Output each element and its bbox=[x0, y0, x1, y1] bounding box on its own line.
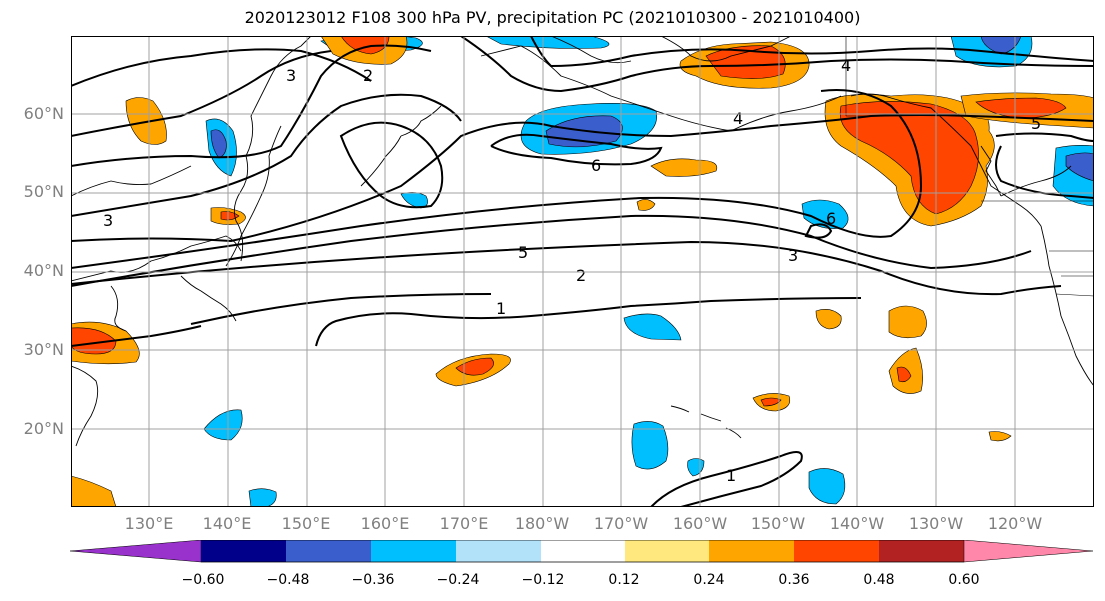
contour-label: 3 bbox=[103, 211, 113, 230]
colorbar-tick-label: −0.24 bbox=[436, 572, 480, 588]
contour-label: 2 bbox=[363, 66, 373, 85]
colorbar-segment bbox=[709, 540, 794, 562]
contour-label: 6 bbox=[591, 156, 601, 175]
colorbar-min-extension bbox=[70, 540, 202, 563]
colorbar-tick-label: 0.36 bbox=[778, 572, 810, 588]
contour-label: 3 bbox=[788, 246, 798, 265]
map-title: 2020123012 F108 300 hPa PV, precipitatio… bbox=[244, 8, 861, 27]
lon-label-170e: 170°E bbox=[439, 514, 489, 533]
contour-labels: 1 1 2 2 3 3 3 4 4 5 5 6 6 bbox=[103, 56, 1041, 485]
colorbar-segment bbox=[794, 540, 879, 562]
colorbar-tick-label: −0.36 bbox=[351, 572, 395, 588]
contour-label: 4 bbox=[841, 56, 851, 75]
colorbar-segment bbox=[625, 540, 709, 562]
contour-label: 5 bbox=[1031, 114, 1041, 133]
colorbar-tick-label: 0.60 bbox=[948, 572, 980, 588]
lat-label-50n: 50°N bbox=[23, 182, 64, 201]
colorbar-segment bbox=[286, 540, 371, 562]
colorbar-tick-label: 0.12 bbox=[608, 572, 640, 588]
colorbar-tick-label: −0.60 bbox=[181, 572, 225, 588]
lon-label-130e: 130°E bbox=[124, 514, 174, 533]
colorbar-tick-label: 0.24 bbox=[693, 572, 725, 588]
map-frame bbox=[71, 36, 1094, 507]
gridlines bbox=[71, 36, 1094, 507]
lon-label-170w: 170°W bbox=[593, 514, 649, 533]
lat-label-40n: 40°N bbox=[23, 261, 64, 280]
lon-label-180w: 180°W bbox=[514, 514, 570, 533]
lon-label-150w: 150°W bbox=[750, 514, 806, 533]
colorbar-tick-label: −0.48 bbox=[266, 572, 310, 588]
colorbar-segment bbox=[371, 540, 456, 562]
lon-label-150e: 150°E bbox=[281, 514, 331, 533]
colorbar-segment bbox=[201, 540, 286, 562]
contour-label: 4 bbox=[733, 109, 743, 128]
lat-label-60n: 60°N bbox=[23, 104, 64, 123]
contour-label: 3 bbox=[286, 66, 296, 85]
colorbar bbox=[70, 540, 1094, 563]
contour-label: 5 bbox=[518, 243, 528, 262]
colorbar-max-extension bbox=[963, 540, 1094, 563]
lat-label-30n: 30°N bbox=[23, 340, 64, 359]
lon-label-160w: 160°W bbox=[672, 514, 728, 533]
lon-label-140e: 140°E bbox=[202, 514, 252, 533]
lat-label-20n: 20°N bbox=[23, 419, 64, 438]
lon-label-130w: 130°W bbox=[908, 514, 964, 533]
colorbar-segment bbox=[456, 540, 541, 562]
contour-label: 6 bbox=[826, 209, 836, 228]
lon-label-120w: 120°W bbox=[987, 514, 1043, 533]
contour-label: 2 bbox=[576, 266, 586, 285]
colorbar-segment bbox=[541, 540, 625, 562]
contour-label: 1 bbox=[726, 466, 736, 485]
colorbar-tick-label: −0.12 bbox=[521, 572, 565, 588]
map-plot: 1 1 2 2 3 3 3 4 4 5 5 6 6 bbox=[71, 36, 1094, 507]
contour-label: 1 bbox=[496, 299, 506, 318]
lon-label-160e: 160°E bbox=[360, 514, 410, 533]
lon-label-140w: 140°W bbox=[829, 514, 885, 533]
colorbar-tick-label: 0.48 bbox=[863, 572, 895, 588]
pv-contours bbox=[71, 36, 1094, 507]
precip-negative-areas bbox=[203, 36, 1094, 507]
borders bbox=[845, 36, 1094, 297]
colorbar-segment bbox=[879, 540, 964, 562]
